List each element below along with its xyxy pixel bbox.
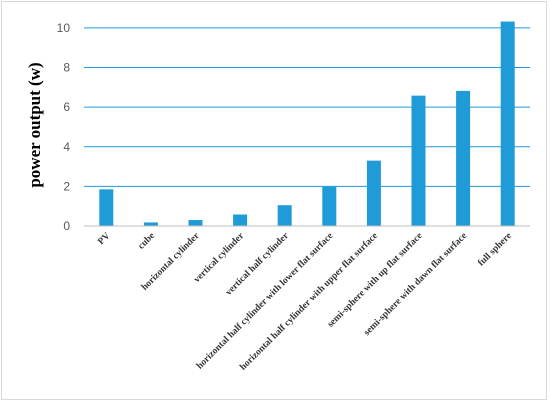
bar bbox=[277, 205, 292, 226]
x-tick-label: full sphere bbox=[476, 231, 513, 268]
y-tick-labels: 0 2 4 6 8 10 bbox=[57, 21, 71, 233]
bar bbox=[366, 160, 381, 226]
y-tick-label: 4 bbox=[63, 140, 70, 154]
y-tick-label: 10 bbox=[57, 21, 71, 35]
x-tick-label: semi-sphere with dawn flat surface bbox=[362, 231, 469, 338]
bar bbox=[322, 186, 337, 226]
y-axis-label: power output (w) bbox=[25, 62, 44, 187]
y-tick-label: 0 bbox=[63, 219, 70, 233]
y-tick-label: 6 bbox=[63, 100, 70, 114]
bar bbox=[456, 90, 471, 226]
bar bbox=[500, 21, 515, 227]
bar bbox=[143, 222, 158, 226]
bar bbox=[411, 95, 426, 226]
x-tick-label: cube bbox=[137, 231, 158, 252]
x-tick-label: semi-sphere with up flat surface bbox=[326, 231, 425, 330]
y-tick-label: 2 bbox=[63, 179, 70, 193]
y-tick-label: 8 bbox=[63, 61, 70, 75]
bar bbox=[233, 214, 248, 226]
bar bbox=[188, 220, 203, 226]
bars bbox=[99, 21, 515, 227]
bar bbox=[99, 189, 114, 226]
gridlines bbox=[84, 27, 530, 187]
x-tick-label: PV bbox=[96, 231, 112, 247]
